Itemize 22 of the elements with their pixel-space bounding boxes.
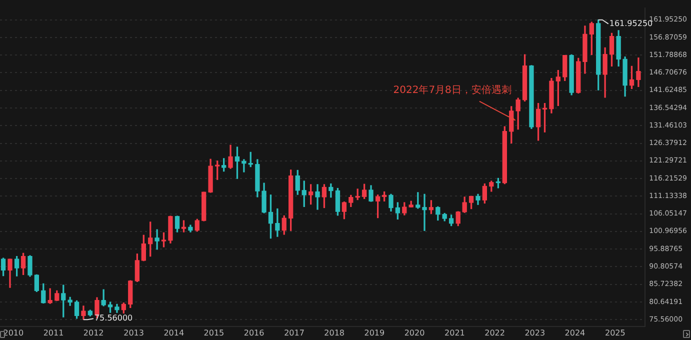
x-tick-label: 2017 [284,328,304,338]
candlestick [422,194,427,231]
x-tick-label: 2022 [484,328,505,338]
x-tick-label: 2012 [83,328,104,338]
candlestick [315,184,320,210]
x-tick-label: 2016 [244,328,264,338]
x-tick-label: 2011 [43,328,64,338]
x-tick-label: 2015 [204,328,224,338]
annotation: 2022年7月8日，安倍遇刺 [393,84,512,96]
candlestick [242,159,246,172]
x-tick-label: 2023 [524,328,546,338]
x-tick-label: 2024 [564,328,586,338]
candlestick [154,229,160,250]
x-tick-label: 2025 [604,328,626,338]
x-tick-label: 2020 [404,328,425,338]
x-tick-label: 2021 [444,328,465,338]
annotation: 161.95250 [609,18,653,28]
x-tick-label: 2019 [364,328,385,338]
x-tick-label: 2018 [324,328,345,338]
x-tick-label: 2014 [164,328,184,338]
x-tick-label: 2013 [124,328,144,338]
annotation: 75.56000 [94,314,133,323]
